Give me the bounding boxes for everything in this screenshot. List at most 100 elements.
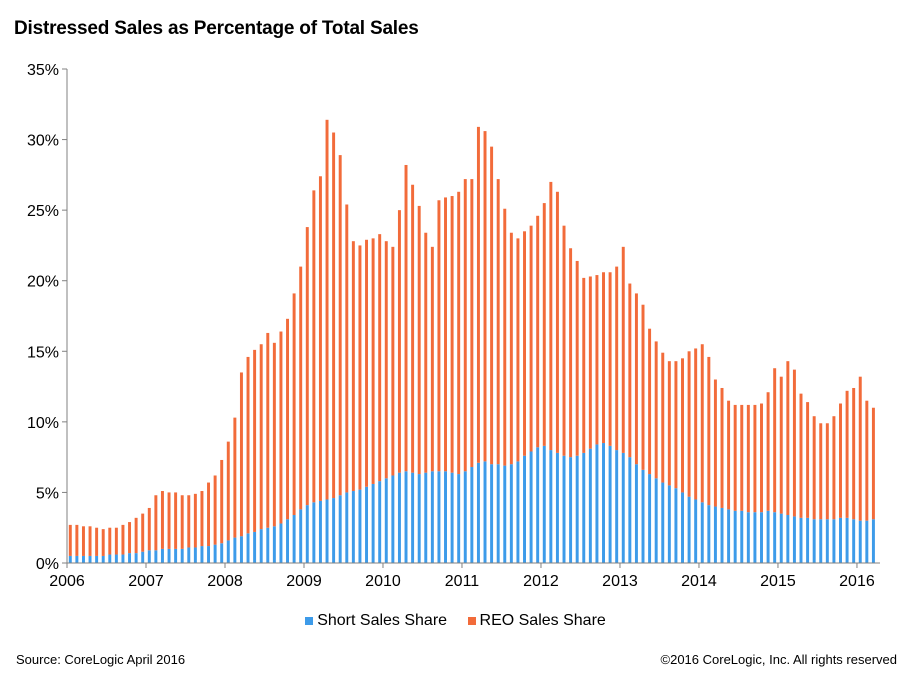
bar-short-sales [233,537,237,563]
bar-short-sales [839,517,842,563]
bar-reo-sales [588,276,592,449]
bar-short-sales [259,529,263,563]
bar-short-sales [371,483,375,563]
bar-reo-sales [213,475,217,545]
bar-short-sales [246,533,250,563]
bar-short-sales [417,474,421,563]
bar-short-sales [753,512,757,563]
bar-reo-sales [207,482,211,547]
x-tick-label: 2007 [128,573,164,590]
bar-reo-sales [654,341,658,479]
bar-short-sales [845,517,849,563]
x-tick-label: 2015 [760,573,796,590]
bar-reo-sales [239,372,243,537]
bar-reo-sales [753,404,757,513]
bar-short-sales [312,502,316,563]
bar-reo-sales [266,332,270,528]
bar-reo-sales [503,208,507,466]
bar-reo-sales [634,293,638,465]
bar-reo-sales [628,283,632,458]
bar-reo-sales [279,331,283,524]
bar-reo-sales [391,246,395,476]
bar-short-sales [641,469,645,563]
bar-short-sales [220,543,224,563]
bar-reo-sales [365,239,369,487]
bar-short-sales [582,452,586,563]
bar-reo-sales [345,204,349,493]
bar-reo-sales [305,227,309,506]
bar-short-sales [338,495,342,563]
bar-short-sales [134,553,138,563]
y-tick-label: 5% [36,485,59,502]
bar-short-sales [779,513,783,563]
bar-reo-sales [430,246,434,472]
bar-reo-sales [812,416,816,520]
bar-reo-sales [476,126,480,463]
bar-short-sales [160,548,164,563]
bar-reo-sales [101,529,105,556]
x-tick-label: 2011 [445,573,480,590]
bar-reo-sales [384,241,388,479]
bar-reo-sales [259,344,263,530]
bar-reo-sales [312,190,316,503]
bar-short-sales [825,519,829,563]
x-tick-label: 2009 [286,573,322,590]
bar-short-sales [536,447,540,563]
bar-short-sales [746,512,750,563]
bar-reo-sales [180,495,184,549]
bar-short-sales [437,471,441,563]
bar-reo-sales [839,403,842,518]
bar-reo-sales [674,361,678,489]
bar-reo-sales [582,277,586,453]
bar-short-sales [503,465,507,563]
bar-reo-sales [378,234,382,482]
bar-reo-sales [193,493,197,548]
bar-short-sales [457,474,461,563]
bar-short-sales [174,548,178,563]
bar-reo-sales [648,328,652,475]
bar-short-sales [101,555,105,563]
bar-reo-sales [332,132,336,499]
bar-short-sales [542,445,546,563]
legend-label-short-sales: Short Sales Share [317,612,448,629]
bar-reo-sales [411,184,415,473]
bar-reo-sales [608,272,612,446]
bar-short-sales [450,472,454,563]
bar-reo-sales [523,231,526,456]
bar-short-sales [621,452,625,563]
bar-reo-sales [318,176,322,501]
bar-reo-sales [167,492,171,549]
legend-item-short-sales: Short Sales Share [305,612,447,630]
bar-short-sales [733,510,737,563]
bar-reo-sales [825,423,829,520]
bar-reo-sales [773,368,777,513]
bar-short-sales [305,505,309,563]
bar-reo-sales [253,349,257,532]
legend: Short Sales Share REO Sales Share [0,612,911,630]
y-tick-label: 35% [27,62,59,79]
bar-short-sales [615,450,619,563]
bar-reo-sales [121,524,125,555]
y-tick-label: 10% [27,415,59,432]
bar-reo-sales [233,417,237,538]
bar-reo-sales [595,275,599,445]
y-tick-label: 20% [27,274,59,291]
bar-short-sales [444,471,447,563]
legend-label-reo-sales: REO Sales Share [479,612,606,629]
x-tick-label: 2010 [365,573,401,590]
bar-reo-sales [75,524,79,556]
bar-reo-sales [766,392,770,511]
bar-reo-sales [299,266,303,510]
bar-short-sales [555,452,559,563]
bar-reo-sales [779,376,783,514]
bar-reo-sales [463,179,467,472]
bar-reo-sales [404,164,408,472]
bar-short-sales [266,527,270,563]
bar-reo-sales [483,131,487,462]
bar-reo-sales [819,423,823,520]
bar-short-sales [681,492,684,563]
bar-short-sales [687,496,691,563]
bar-reo-sales [470,179,474,468]
x-tick-label: 2014 [681,573,717,590]
bar-short-sales [667,485,671,563]
